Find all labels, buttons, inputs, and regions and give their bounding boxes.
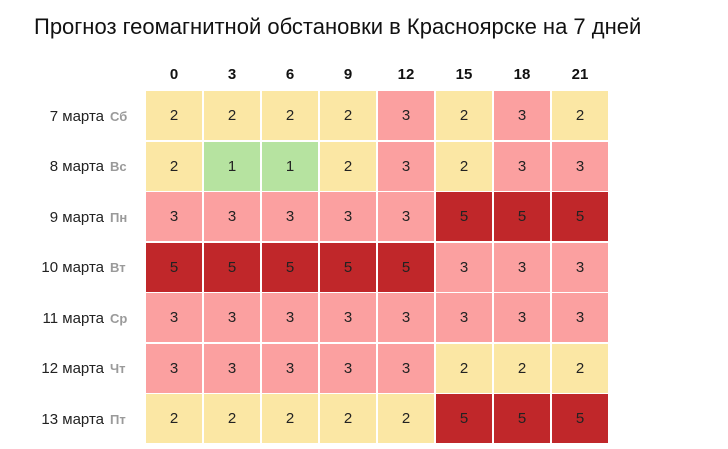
heatmap-cell: 3 [378, 343, 434, 393]
row-date: 9 марта [49, 208, 104, 226]
row-label: 7 марта Сб [0, 91, 130, 141]
hour-header: 21 [571, 66, 589, 83]
heatmap-cell: 5 [552, 394, 608, 443]
heatmap-cell: 2 [262, 91, 318, 140]
heatmap-cell: 2 [146, 141, 202, 191]
row-label: 9 марта Пн [0, 192, 130, 242]
heatmap-cell: 3 [146, 192, 202, 241]
heatmap-cell: 3 [378, 91, 434, 140]
row-weekday: Пн [110, 209, 128, 225]
heatmap-cell: 3 [262, 192, 318, 241]
heatmap-cell: 5 [494, 394, 550, 443]
heatmap-cell: 2 [320, 141, 376, 191]
heatmap-cell: 3 [494, 242, 550, 292]
heatmap-cell: 2 [146, 91, 202, 140]
heatmap-cell: 2 [320, 394, 376, 443]
row-date: 10 марта [41, 259, 104, 276]
hour-header: 6 [285, 66, 295, 83]
heatmap-cell: 2 [378, 394, 434, 443]
heatmap-cell: 5 [552, 192, 608, 241]
heatmap-cell: 2 [436, 91, 492, 140]
row-label: 8 марта Вс [0, 142, 130, 192]
row-label: 13 марта Пт [0, 394, 130, 444]
row-date: 7 марта [49, 107, 104, 125]
heatmap-cell: 3 [378, 293, 434, 342]
heatmap-cell: 5 [146, 242, 202, 292]
row-date: 8 марта [49, 158, 104, 175]
heatmap-cell: 1 [262, 141, 318, 191]
heatmap-cell: 2 [436, 141, 492, 191]
heatmap-cell: 3 [552, 141, 608, 191]
row-weekday: Сб [110, 108, 128, 124]
heatmap-cell: 2 [436, 343, 492, 393]
hour-header: 9 [343, 66, 353, 83]
heatmap-cell: 2 [204, 394, 260, 443]
heatmap-cell: 3 [204, 343, 260, 393]
heatmap-cell: 5 [436, 394, 492, 443]
heatmap-cell: 3 [436, 242, 492, 292]
heatmap-cell: 3 [436, 293, 492, 342]
hour-header: 15 [455, 66, 473, 83]
heatmap-cell: 3 [320, 192, 376, 241]
page-title: Прогноз геомагнитной обстановки в Красно… [34, 14, 642, 39]
heatmap-cell: 3 [204, 192, 260, 241]
row-label: 11 марта Ср [0, 293, 130, 343]
row-weekday: Вт [110, 260, 126, 275]
heatmap-cell: 5 [262, 242, 318, 292]
heatmap-cell: 3 [494, 91, 550, 140]
heatmap-cell: 3 [552, 242, 608, 292]
heatmap-cell: 2 [320, 91, 376, 140]
heatmap-cell: 2 [146, 394, 202, 443]
hour-header: 3 [227, 66, 237, 83]
hour-header: 0 [169, 66, 179, 83]
heatmap-cell: 2 [204, 91, 260, 140]
heatmap-cell: 3 [378, 141, 434, 191]
heatmap-cell: 2 [494, 343, 550, 393]
heatmap-cell: 3 [320, 293, 376, 342]
heatmap-cell: 3 [262, 293, 318, 342]
row-date: 13 марта [41, 410, 104, 428]
heatmap-cell: 3 [204, 293, 260, 342]
heatmap-cell: 3 [262, 343, 318, 393]
heatmap-cell: 5 [204, 242, 260, 292]
heatmap-cell: 2 [552, 91, 608, 140]
heatmap-cell: 2 [262, 394, 318, 443]
row-weekday: Чт [110, 361, 126, 376]
hour-header: 12 [397, 66, 415, 83]
row-weekday: Пт [110, 411, 126, 427]
heatmap-cell: 1 [204, 141, 260, 191]
heatmap-cell: 5 [436, 192, 492, 241]
heatmap-cell: 5 [320, 242, 376, 292]
heatmap-cell: 5 [378, 242, 434, 292]
row-date: 11 марта [42, 309, 104, 327]
heatmap-cell: 3 [146, 343, 202, 393]
heatmap-cell: 3 [494, 141, 550, 191]
heatmap-cell: 3 [378, 192, 434, 241]
heatmap-cell: 3 [494, 293, 550, 342]
heatmap-cell: 3 [146, 293, 202, 342]
row-label: 12 марта Чт [0, 344, 130, 394]
heatmap-cell: 2 [552, 343, 608, 393]
heatmap-cell: 3 [320, 343, 376, 393]
hour-header: 18 [513, 66, 531, 83]
heatmap-cell: 3 [552, 293, 608, 342]
row-weekday: Ср [110, 310, 128, 326]
row-label: 10 марта Вт [0, 243, 130, 293]
row-weekday: Вс [110, 159, 127, 174]
row-date: 12 марта [41, 360, 104, 377]
heatmap-cell: 5 [494, 192, 550, 241]
